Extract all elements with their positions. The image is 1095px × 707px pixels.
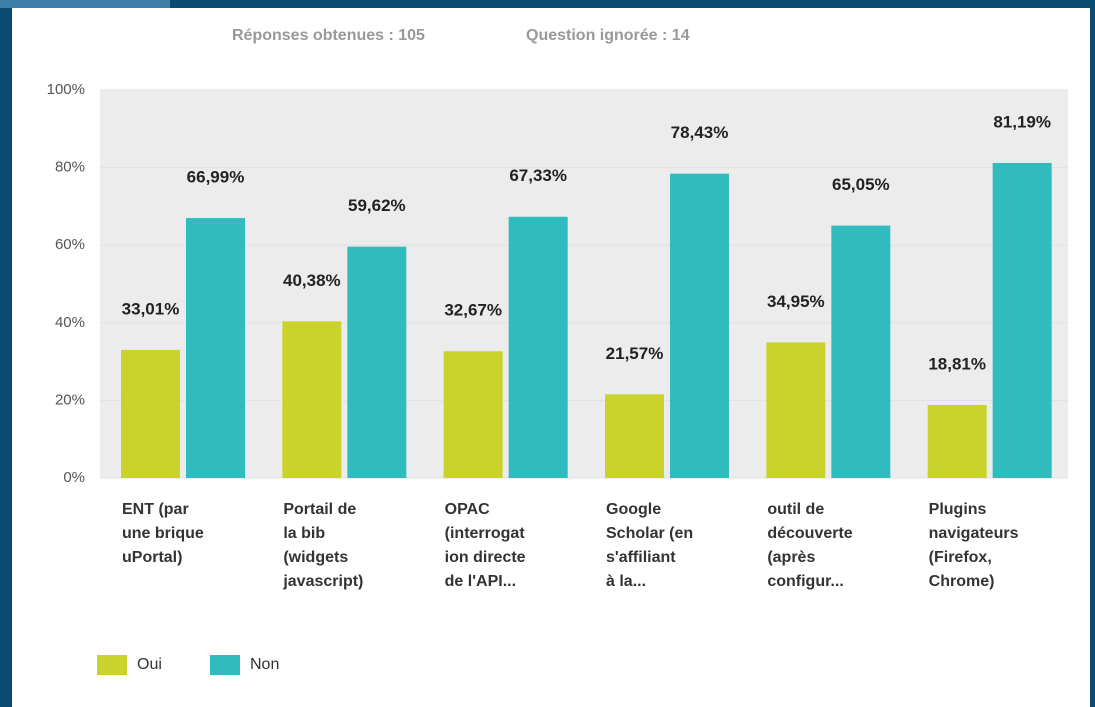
bar [508, 216, 568, 479]
data-label: 34,95% [767, 292, 825, 311]
x-tick-label: Portail de la bib (widgets javascript) [283, 501, 364, 590]
data-label: 21,57% [606, 344, 664, 363]
bar [282, 321, 342, 478]
data-label: 18,81% [928, 355, 986, 374]
data-label: 66,99% [187, 168, 245, 187]
data-label: 59,62% [348, 196, 406, 215]
x-tick-label: Plugins navigateurs (Firefox, Chrome) [928, 501, 1019, 590]
bar [766, 342, 826, 478]
legend-label: Non [250, 656, 279, 673]
plot-area [100, 90, 1068, 478]
y-tick-label: 100% [47, 81, 85, 98]
bar [927, 405, 987, 478]
y-tick-label: 20% [55, 391, 85, 408]
bar [121, 349, 180, 478]
x-tick-label: outil de découverte (après configur... [767, 501, 853, 590]
data-label: 67,33% [509, 166, 567, 185]
bar [992, 162, 1052, 479]
data-label: 78,43% [671, 123, 729, 142]
x-tick-label: ENT (par une brique uPortal) [122, 501, 204, 566]
bar [347, 246, 407, 478]
legend-label: Oui [137, 656, 162, 673]
x-tick-label: OPAC (interrogat ion directe de l'API... [444, 501, 526, 590]
bar [186, 218, 245, 478]
frame-accent [0, 0, 170, 8]
subtitle: Question ignorée : 14 [526, 27, 690, 44]
bar [443, 351, 503, 478]
data-label: 32,67% [444, 301, 502, 320]
legend-swatch [210, 655, 240, 675]
y-tick-label: 60% [55, 236, 85, 253]
legend-swatch [97, 655, 127, 675]
data-label: 81,19% [993, 112, 1051, 131]
bar [670, 173, 729, 479]
data-label: 33,01% [122, 299, 180, 318]
y-tick-label: 0% [63, 469, 85, 486]
bar [831, 225, 891, 478]
y-tick-label: 40% [55, 314, 85, 331]
data-label: 65,05% [832, 175, 890, 194]
y-tick-label: 80% [55, 159, 85, 176]
bar [605, 394, 664, 478]
data-label: 40,38% [283, 271, 341, 290]
subtitle: Réponses obtenues : 105 [232, 27, 425, 44]
x-tick-label: Google Scholar (en s'affiliant à la... [606, 501, 694, 590]
